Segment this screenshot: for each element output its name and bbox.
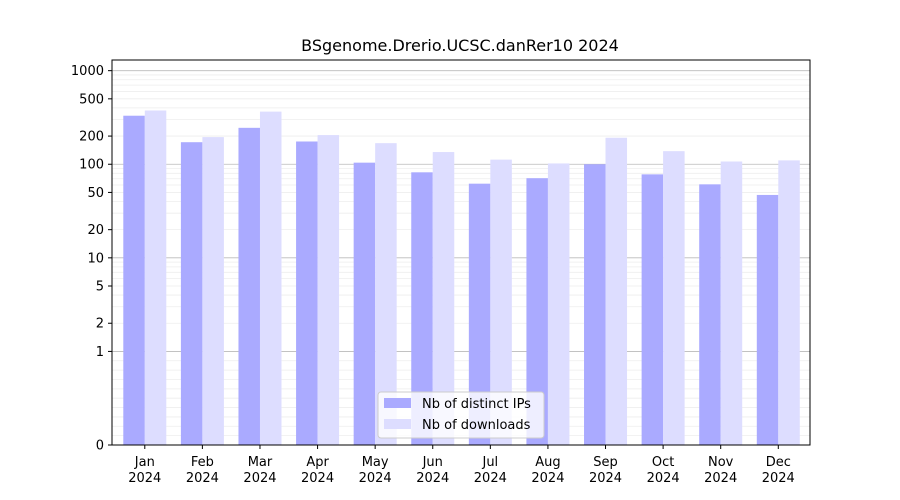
legend-swatch: [384, 398, 411, 408]
bar-downloads: [547, 163, 570, 445]
y-tick-label: 1: [96, 345, 104, 360]
bars: [123, 110, 800, 446]
y-tick-label: 100: [79, 158, 104, 173]
bar-ips: [526, 178, 548, 445]
x-tick-label-year: 2024: [359, 471, 392, 486]
bar-ips: [353, 162, 376, 445]
x-tick-label-year: 2024: [762, 471, 795, 486]
bar-ips: [296, 141, 318, 445]
bar-ips: [123, 115, 145, 445]
bar-downloads: [144, 110, 167, 446]
bar-downloads: [778, 160, 800, 445]
x-tick-label-year: 2024: [589, 471, 622, 486]
bar-downloads: [375, 143, 397, 445]
x-tick-label-year: 2024: [128, 471, 161, 486]
y-tick-label: 200: [79, 130, 104, 145]
y-tick-label: 0: [96, 439, 104, 454]
x-tick-label-month: May: [362, 455, 389, 470]
x-tick-label-month: Jun: [422, 455, 443, 470]
y-tick-label: 500: [79, 92, 104, 107]
bar-ips: [699, 184, 721, 445]
x-tick-label-month: Oct: [652, 455, 674, 470]
bar-downloads: [605, 137, 628, 445]
x-tick-label-year: 2024: [647, 471, 680, 486]
x-tick-label-month: Feb: [191, 455, 214, 470]
y-tick-label: 20: [87, 223, 104, 238]
bar-downloads: [317, 135, 340, 445]
x-tick-label-month: Sep: [593, 455, 618, 470]
x-tick-label-year: 2024: [301, 471, 334, 486]
legend-label: Nb of distinct IPs: [422, 397, 531, 412]
legend-swatch: [384, 419, 411, 429]
bar-downloads: [259, 111, 282, 445]
legend-label: Nb of downloads: [422, 418, 531, 433]
x-tick-label-year: 2024: [243, 471, 276, 486]
bar-downloads: [720, 161, 743, 445]
bar-downloads: [432, 152, 455, 445]
x-tick-label-year: 2024: [474, 471, 507, 486]
x-tick-label-month: Dec: [766, 455, 791, 470]
y-tick-label: 50: [87, 186, 104, 201]
x-tick-label-month: Nov: [708, 455, 734, 470]
x-tick-label-year: 2024: [704, 471, 737, 486]
y-tick-label: 10: [87, 251, 104, 266]
bar-ips: [180, 142, 203, 445]
x-tick-label-month: Aug: [535, 455, 560, 470]
x-tick-label-year: 2024: [416, 471, 449, 486]
bar-downloads: [490, 159, 512, 445]
x-tick-label-month: Jan: [134, 455, 155, 470]
y-tick-label: 1000: [71, 64, 104, 79]
x-tick-label-month: Apr: [306, 455, 329, 470]
legend: Nb of distinct IPs Nb of downloads: [377, 391, 545, 439]
x-tick-label-year: 2024: [186, 471, 219, 486]
bar-downloads: [202, 137, 224, 445]
bar-ips: [468, 183, 491, 445]
chart-title: BSgenome.Drerio.UCSC.danRer10 2024: [301, 36, 619, 55]
bar-ips: [238, 127, 260, 445]
bar-ips: [756, 194, 779, 445]
bar-ips: [584, 164, 606, 445]
x-tick-label-month: Jul: [481, 455, 498, 470]
x-tick-label-month: Mar: [248, 455, 273, 470]
x-tick-label-year: 2024: [531, 471, 564, 486]
bar-ips: [411, 172, 433, 446]
y-tick-label: 2: [96, 317, 104, 332]
bar-downloads: [663, 151, 685, 446]
plot-frame: [111, 59, 811, 446]
y-tick-label: 5: [96, 280, 104, 295]
bar-ips: [641, 174, 664, 445]
axes: 01251020501002005001000Jan2024Feb2024Mar…: [71, 59, 811, 486]
legend-box: [377, 391, 545, 439]
grid-lines: [112, 70, 810, 437]
